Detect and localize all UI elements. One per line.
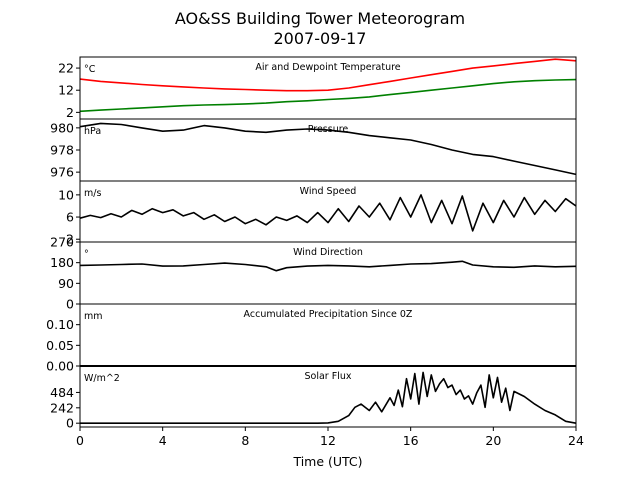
panel-3-unit: °: [84, 249, 89, 260]
x-axis-label: Time (UTC): [292, 454, 362, 469]
panel-4-title: Accumulated Precipitation Since 0Z: [244, 309, 413, 320]
x-tick-label-6: 24: [568, 433, 584, 448]
panel-5-title: Solar Flux: [305, 371, 352, 382]
panel-3-ytick-label-3: 270: [50, 235, 74, 250]
panel-1-unit: hPa: [84, 126, 101, 137]
panel-3-ytick-label-0: 0: [66, 297, 74, 312]
panel-5-unit: W/m^2: [84, 373, 120, 384]
x-tick-label-2: 8: [241, 433, 249, 448]
panel-3-ytick-label-2: 180: [50, 255, 74, 270]
panel-4-unit: mm: [84, 311, 103, 322]
panel-5-ytick-label-0: 0: [66, 416, 74, 431]
panel-0-ytick-label-1: 12: [58, 83, 74, 98]
panel-1-ytick-label-1: 978: [50, 143, 74, 158]
panel-2-ytick-label-1: 6: [66, 210, 74, 225]
panel-1-series-0: [79, 122, 577, 176]
panel-5-ytick-label-2: 484: [50, 385, 74, 400]
panel-0-ytick-label-2: 22: [58, 61, 74, 76]
panel-2-series-0: [79, 194, 577, 232]
panel-0-ytick-label-0: 2: [66, 105, 74, 120]
panel-2-ytick-label-2: 10: [58, 187, 74, 202]
panel-4-ytick-label-1: 0.05: [46, 338, 74, 353]
panel-2-ytick-label-0: 2: [66, 232, 74, 247]
x-tick-label-1: 4: [159, 433, 167, 448]
panel-2-title: Wind Speed: [300, 186, 357, 197]
figure-title-line2: 2007-09-17: [274, 29, 367, 48]
figure-title-line1: AO&SS Building Tower Meteorogram: [175, 9, 465, 28]
panel-3-series-0: [79, 260, 577, 272]
panel-3-ytick-label-1: 90: [58, 276, 74, 291]
panel-1-ytick-label-2: 980: [50, 120, 74, 135]
panel-3-title: Wind Direction: [293, 247, 363, 258]
panels: 2 12 22 Air and Dewpoint Temperature °C 976 97…: [46, 56, 584, 448]
panel-1-ytick-label-0: 976: [50, 165, 74, 180]
panel-0-unit: °C: [84, 64, 96, 75]
panel-2-unit: m/s: [84, 188, 101, 199]
panel-1-title: Pressure: [308, 124, 349, 135]
panel-5-series-0: [80, 371, 577, 425]
panel-0-series-0: [79, 58, 577, 92]
x-tick-label-3: 12: [320, 433, 336, 448]
panel-5-ytick-label-1: 242: [50, 400, 74, 415]
panel-4-ytick-label-0: 0.00: [46, 359, 74, 374]
panel-0-title: Air and Dewpoint Temperature: [255, 62, 400, 73]
x-tick-label-5: 20: [485, 433, 501, 448]
panel-0-series-1: [79, 78, 577, 113]
panel-4-ytick-label-2: 0.10: [46, 317, 74, 332]
x-tick-label-4: 16: [403, 433, 419, 448]
x-tick-label-0: 0: [76, 433, 84, 448]
